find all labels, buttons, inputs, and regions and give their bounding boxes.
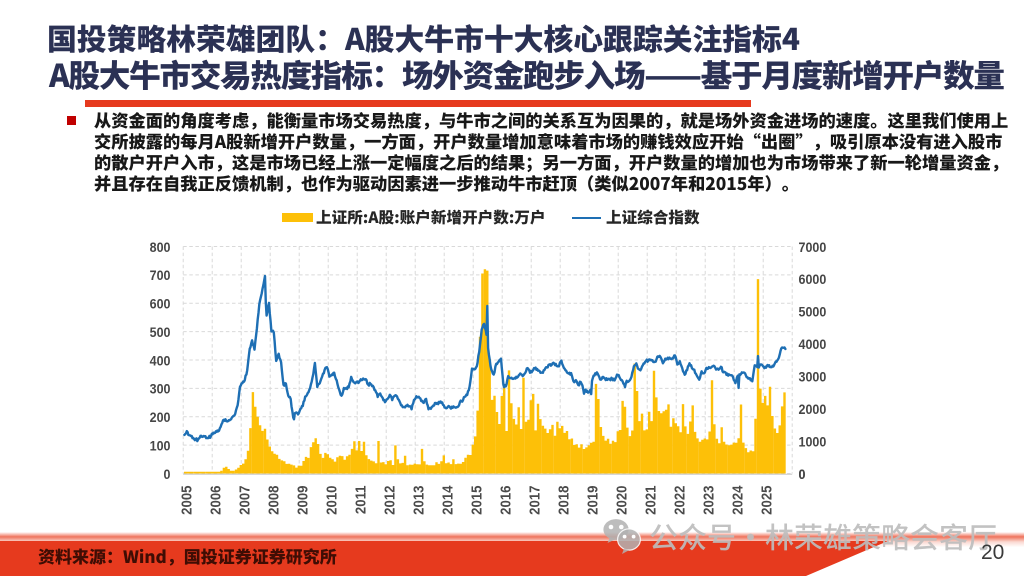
svg-text:3000: 3000 — [799, 369, 827, 385]
svg-text:5000: 5000 — [799, 304, 827, 320]
svg-text:2020: 2020 — [613, 485, 630, 514]
svg-text:2010: 2010 — [323, 485, 340, 514]
svg-text:7000: 7000 — [799, 239, 827, 255]
svg-text:2015: 2015 — [468, 485, 485, 514]
svg-text:2024: 2024 — [729, 485, 746, 514]
svg-text:2023: 2023 — [700, 485, 717, 514]
svg-text:2000: 2000 — [799, 401, 827, 417]
svg-text:700: 700 — [150, 267, 171, 283]
svg-text:2011: 2011 — [352, 485, 369, 514]
svg-text:1000: 1000 — [799, 434, 827, 450]
svg-text:2012: 2012 — [381, 485, 398, 514]
svg-text:2014: 2014 — [439, 485, 456, 514]
svg-text:300: 300 — [150, 381, 171, 397]
svg-text:2018: 2018 — [555, 485, 572, 514]
svg-text:4000: 4000 — [799, 336, 827, 352]
svg-text:400: 400 — [150, 353, 171, 369]
svg-text:2013: 2013 — [410, 485, 427, 514]
svg-text:0: 0 — [799, 466, 806, 482]
svg-text:600: 600 — [150, 296, 171, 312]
svg-text:2022: 2022 — [671, 485, 688, 514]
svg-text:2025: 2025 — [758, 485, 775, 514]
svg-text:500: 500 — [150, 324, 171, 340]
svg-text:0: 0 — [799, 466, 806, 482]
svg-text:2008: 2008 — [265, 485, 282, 514]
svg-text:2007: 2007 — [236, 485, 253, 514]
svg-text:2005: 2005 — [178, 485, 195, 514]
svg-text:2021: 2021 — [642, 485, 659, 514]
svg-text:800: 800 — [150, 239, 171, 255]
svg-text:2009: 2009 — [294, 485, 311, 514]
svg-text:6000: 6000 — [799, 271, 827, 287]
svg-text:100: 100 — [150, 438, 171, 454]
svg-text:200: 200 — [150, 409, 171, 425]
svg-text:2017: 2017 — [526, 485, 543, 514]
svg-text:2016: 2016 — [497, 485, 514, 514]
svg-text:0: 0 — [164, 466, 171, 482]
svg-text:2006: 2006 — [207, 485, 224, 514]
svg-text:2019: 2019 — [584, 485, 601, 514]
